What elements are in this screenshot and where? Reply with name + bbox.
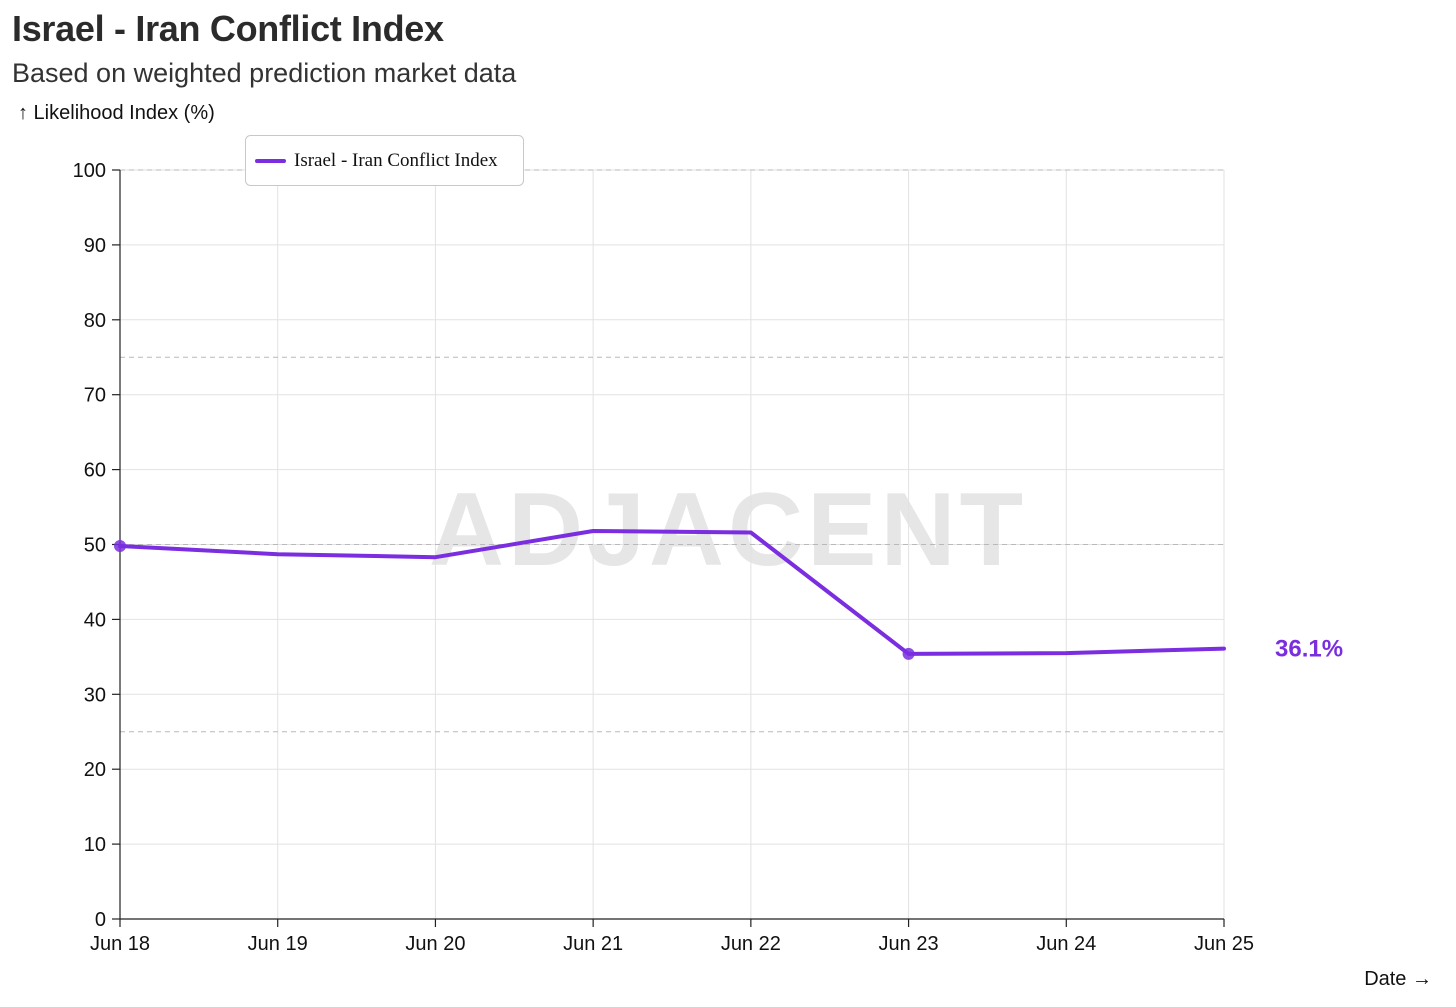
y-tick-label: 30 xyxy=(84,684,106,706)
x-tick-label: Jun 20 xyxy=(405,933,465,955)
watermark-text: ADJACENT xyxy=(429,472,1027,588)
series-line xyxy=(118,529,1226,656)
y-tick-label: 0 xyxy=(95,909,106,931)
chart-subtitle: Based on weighted prediction market data xyxy=(12,58,517,88)
x-tick-label: Jun 22 xyxy=(721,933,781,955)
y-tick-label: 50 xyxy=(84,535,106,557)
x-tick-label: Jun 23 xyxy=(879,933,939,955)
x-tick-label: Jun 24 xyxy=(1036,933,1096,955)
x-tick-label: Jun 19 xyxy=(248,933,308,955)
legend-label: Israel - Iran Conflict Index xyxy=(294,150,498,171)
end-value-label: 36.1% xyxy=(1275,636,1343,663)
y-tick-label: 20 xyxy=(84,759,106,781)
y-tick-label: 40 xyxy=(84,609,106,631)
y-tick-label: 90 xyxy=(84,235,106,257)
y-axis-title: ↑ Likelihood Index (%) xyxy=(18,102,215,124)
data-point xyxy=(902,647,915,660)
x-tick-label: Jun 18 xyxy=(90,933,150,955)
x-tick-label: Jun 21 xyxy=(563,933,623,955)
x-tick-label: Jun 25 xyxy=(1194,933,1254,955)
chart-title: Israel - Iran Conflict Index xyxy=(12,8,444,49)
y-tick-label: 100 xyxy=(73,160,106,182)
x-axis-title: Date → xyxy=(1364,968,1432,990)
legend: Israel - Iran Conflict Index xyxy=(245,135,524,186)
y-tick-label: 10 xyxy=(84,834,106,856)
y-tick-label: 80 xyxy=(84,310,106,332)
data-point xyxy=(114,539,126,552)
legend-box xyxy=(245,135,524,186)
y-tick-label: 70 xyxy=(84,385,106,407)
y-tick-label: 60 xyxy=(84,460,106,482)
